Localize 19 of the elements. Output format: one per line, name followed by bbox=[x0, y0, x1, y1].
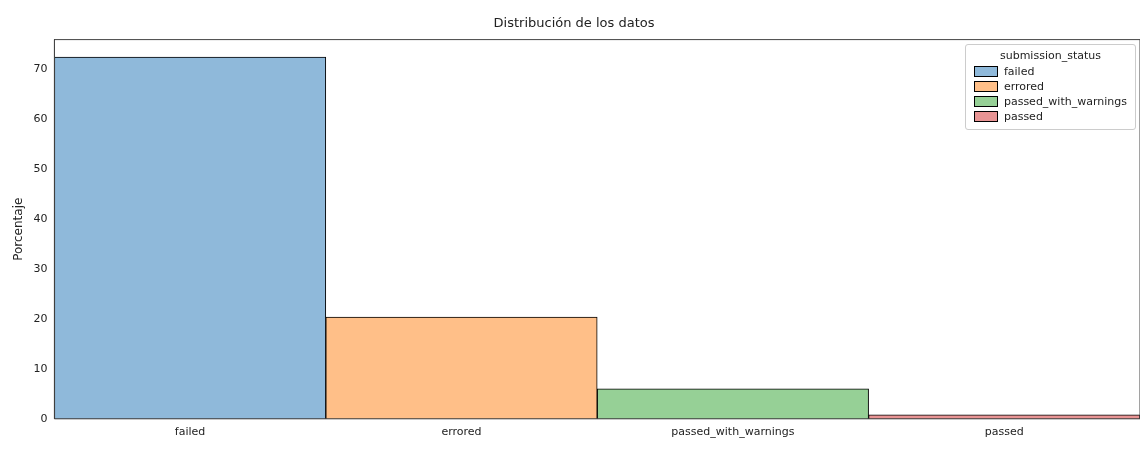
x-tick-label: errored bbox=[441, 425, 482, 439]
y-tick-label: 50 bbox=[33, 162, 48, 176]
legend-label: errored bbox=[1003, 80, 1045, 93]
y-tick-label: 10 bbox=[33, 361, 48, 375]
y-axis-title: Porcentaje bbox=[11, 197, 26, 261]
x-tick-label: passed bbox=[984, 425, 1024, 439]
x-tick-label: failed bbox=[174, 425, 206, 439]
y-tick-label: 30 bbox=[33, 261, 48, 275]
y-tick-label: 20 bbox=[33, 311, 48, 325]
x-tick-label: passed_with_warnings bbox=[671, 425, 795, 439]
legend-label: passed bbox=[1003, 110, 1043, 123]
legend-label: failed bbox=[1003, 65, 1035, 78]
y-tick-label: 40 bbox=[33, 212, 48, 226]
y-tick-label: 0 bbox=[40, 411, 48, 425]
legend-label: passed_with_warnings bbox=[1003, 95, 1127, 108]
y-tick-label: 60 bbox=[33, 112, 48, 126]
legend-title: submission_status bbox=[998, 49, 1102, 62]
y-tick-label: 70 bbox=[33, 62, 48, 76]
chart-title: Distribución de los datos bbox=[493, 15, 655, 31]
